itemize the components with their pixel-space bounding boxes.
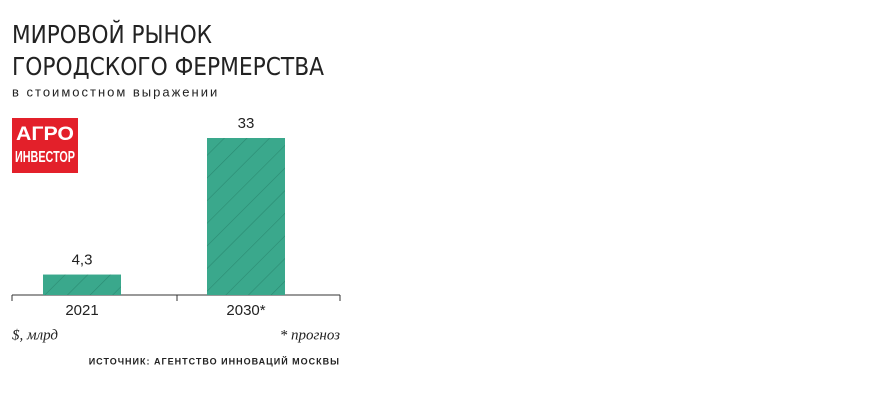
note: * прогноз bbox=[280, 327, 340, 343]
logo-text: ИНВЕСТОР bbox=[15, 149, 75, 166]
value-label: 4,3 bbox=[72, 252, 93, 269]
chart-title: МИРОВОЙ РЫНОК bbox=[12, 20, 212, 49]
logo bbox=[12, 118, 78, 173]
x-tick-label: 2030* bbox=[226, 302, 265, 319]
bar-hatch bbox=[207, 138, 285, 295]
unit-label: $, млрд bbox=[12, 327, 58, 343]
logo-text: АГРО bbox=[16, 124, 74, 145]
bar-hatch bbox=[43, 274, 121, 295]
x-tick-label: 2021 bbox=[65, 302, 98, 319]
value-label: 33 bbox=[238, 115, 255, 132]
chart-title: ГОРОДСКОГО ФЕРМЕРСТВА bbox=[12, 52, 325, 81]
source: ИСТОЧНИК: АГЕНТСТВО ИННОВАЦИЙ МОСКВЫ bbox=[89, 355, 340, 366]
chart-subtitle: в стоимостном выражении bbox=[12, 84, 219, 99]
